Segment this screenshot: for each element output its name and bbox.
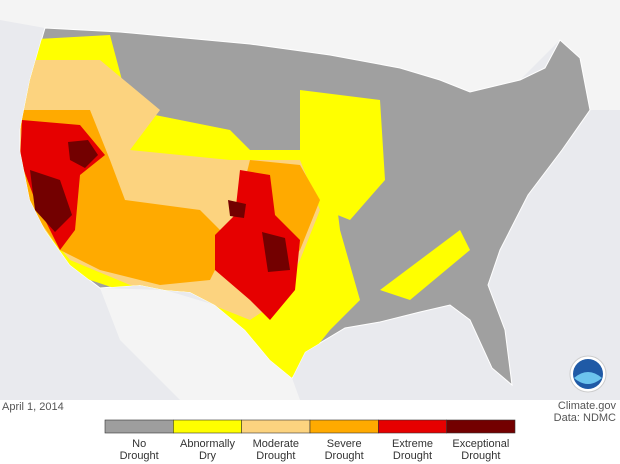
canada xyxy=(0,0,620,110)
legend-label: Drought xyxy=(325,450,364,462)
legend-swatch xyxy=(104,419,174,434)
legend-label: Severe xyxy=(327,438,362,450)
date: April 1, 2014 xyxy=(2,401,64,413)
noaa-logo xyxy=(569,355,607,393)
legend-label: Abnormally xyxy=(180,438,236,450)
legend-swatch xyxy=(378,419,447,434)
legend-label: Dry xyxy=(199,450,217,462)
area-exceptional xyxy=(228,200,246,218)
mexico xyxy=(100,288,300,400)
legend-label: No xyxy=(132,438,146,450)
source: Data: NDMC xyxy=(554,412,616,424)
area-exceptional xyxy=(68,140,98,168)
credit: Climate.gov xyxy=(558,400,617,412)
legend-label: Drought xyxy=(256,450,295,462)
legend-swatch xyxy=(173,419,242,434)
drought-areas xyxy=(20,35,470,380)
legend-label: Drought xyxy=(393,450,432,462)
legend-label: Drought xyxy=(461,450,500,462)
legend-label: Moderate xyxy=(253,438,299,450)
area-dry xyxy=(380,230,470,300)
area-exceptional xyxy=(30,170,72,232)
legend-swatch xyxy=(446,419,516,434)
area-exceptional xyxy=(262,232,290,272)
legend: NoDroughtAbnormallyDryModerateDroughtSev… xyxy=(104,419,516,462)
legend-label: Drought xyxy=(120,450,159,462)
legend-label: Extreme xyxy=(392,438,433,450)
legend-swatch xyxy=(241,419,311,434)
legend-swatch xyxy=(309,419,379,434)
legend-label: Exceptional xyxy=(452,438,509,450)
area-dry xyxy=(300,90,385,220)
